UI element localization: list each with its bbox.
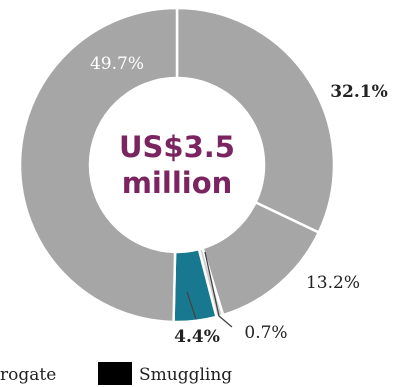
slice-label-0: 32.1% [330,82,388,102]
center-label: US$3.5 million [119,130,235,200]
legend-swatch-1 [98,362,132,385]
legend-label-0: rogate [0,365,56,385]
legend: rogate Smuggling [0,362,232,385]
slice-4 [18,6,179,324]
center-label-line-1: US$3.5 [119,130,235,164]
slice-label-3: 4.4% [174,327,220,347]
slice-0 [175,6,336,235]
leader-line-4-4 [186,291,197,320]
slice-label-1: 13.2% [306,273,360,293]
donut-slices [18,6,336,324]
leader-lines [186,251,233,328]
legend-label-1: Smuggling [139,365,232,385]
slice-label-2: 0.7% [244,323,287,343]
center-label-line-2: million [122,166,233,200]
leader-line-0-7 [204,251,233,328]
slice-labels: 32.1% 13.2% 0.7% 4.4% 49.7% [90,54,388,347]
slice-label-4: 49.7% [90,54,144,74]
